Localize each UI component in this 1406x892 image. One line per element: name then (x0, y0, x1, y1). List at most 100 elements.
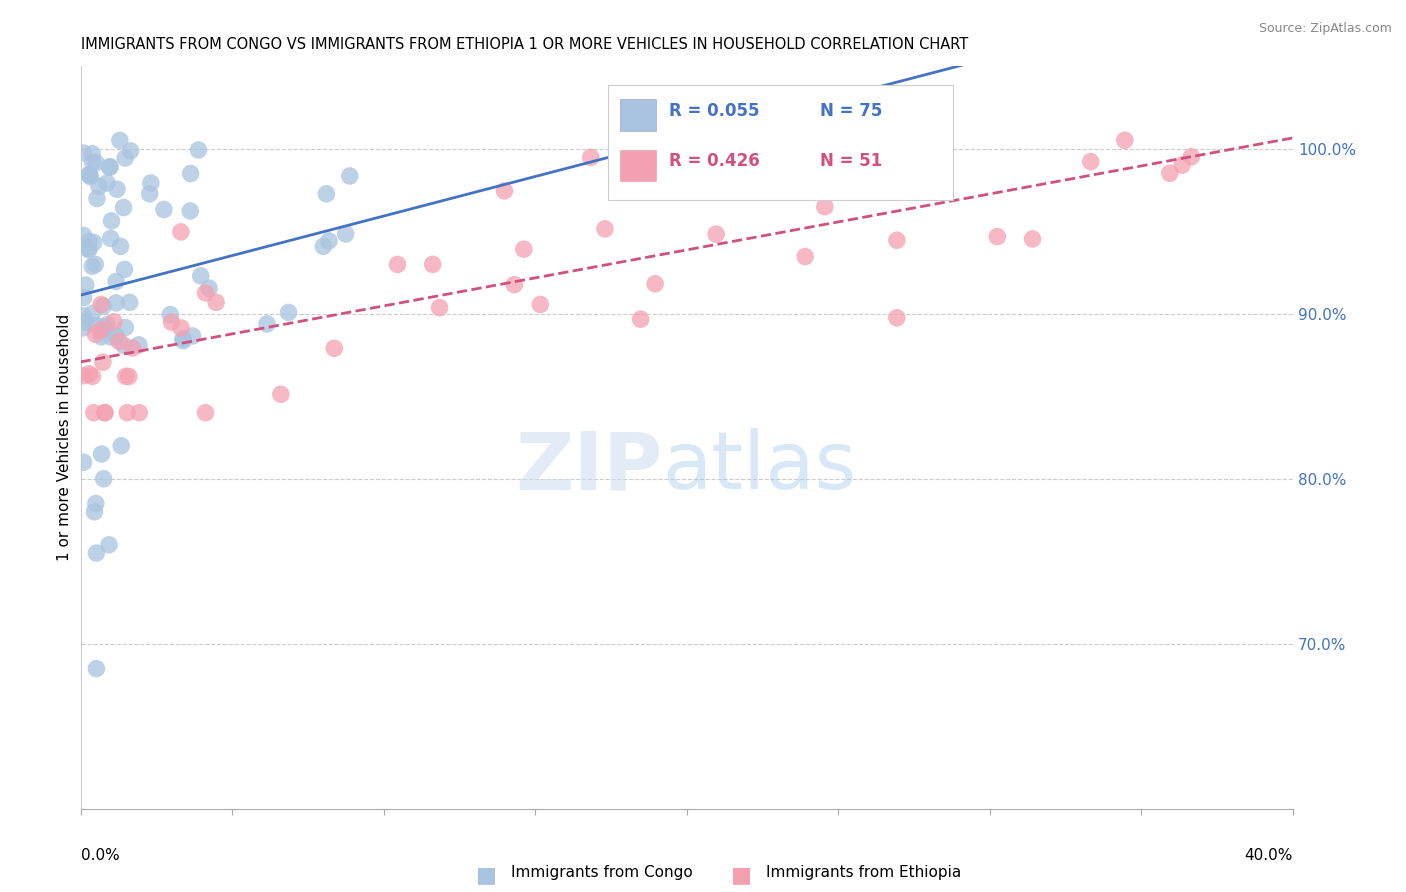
Point (422, 257, 444, 271)
Point (100, 214, 122, 228)
Point (323, 341, 346, 355)
Point (82, 369, 104, 384)
Point (172, 334, 194, 348)
Point (93, 472, 115, 486)
Point (529, 297, 551, 311)
Point (886, 233, 908, 247)
Point (86, 192, 108, 206)
Point (277, 305, 299, 319)
Point (194, 285, 217, 300)
Text: 0.0%: 0.0% (80, 848, 120, 863)
Point (114, 369, 136, 384)
Point (82, 260, 104, 274)
Point (138, 186, 160, 201)
Point (112, 338, 135, 352)
Point (103, 315, 125, 329)
Point (187, 143, 209, 157)
Point (105, 275, 128, 289)
Point (110, 439, 132, 453)
Point (84, 496, 107, 510)
Point (172, 332, 194, 346)
Point (72, 455, 94, 469)
Point (72, 321, 94, 335)
Text: ZIP: ZIP (515, 428, 662, 506)
Text: R = 0.426: R = 0.426 (669, 152, 759, 170)
Point (96, 176, 118, 190)
Point (77, 367, 100, 381)
Point (86, 662, 108, 676)
Point (661, 147, 683, 161)
Point (318, 234, 340, 248)
Text: N = 51: N = 51 (820, 152, 883, 170)
Point (170, 321, 193, 335)
Point (83, 505, 105, 519)
Point (108, 133, 131, 147)
Point (96, 318, 118, 332)
Point (110, 239, 132, 253)
Point (315, 186, 337, 201)
Point (335, 227, 357, 241)
Point (494, 184, 516, 198)
Point (86, 546, 108, 560)
Point (77, 168, 100, 182)
Point (72, 228, 94, 243)
Point (98, 160, 121, 174)
Point (100, 231, 122, 245)
Point (104, 328, 127, 343)
Point (179, 204, 201, 219)
Point (75, 315, 97, 329)
Point (84, 327, 107, 342)
Text: 40.0%: 40.0% (1244, 848, 1294, 863)
Point (117, 406, 139, 420)
Point (159, 308, 181, 322)
Point (84, 155, 107, 169)
Point (112, 201, 135, 215)
Point (503, 277, 526, 292)
Point (83, 406, 105, 420)
FancyBboxPatch shape (620, 99, 657, 130)
Point (105, 182, 128, 196)
Point (644, 277, 666, 291)
Point (93, 319, 115, 334)
Point (1171, 158, 1194, 172)
Point (256, 317, 278, 331)
Text: Immigrants from Ethiopia: Immigrants from Ethiopia (765, 864, 960, 880)
Point (814, 200, 837, 214)
Point (118, 295, 141, 310)
Point (429, 301, 451, 315)
Point (118, 369, 141, 384)
Point (128, 406, 150, 420)
Point (72, 146, 94, 161)
Point (114, 151, 136, 165)
Point (77, 243, 100, 257)
Point (153, 202, 176, 217)
Point (704, 227, 727, 242)
FancyBboxPatch shape (607, 85, 953, 200)
Point (100, 330, 122, 344)
Point (986, 229, 1008, 244)
Point (170, 225, 193, 239)
Point (1180, 150, 1202, 164)
Point (339, 169, 361, 183)
Point (94, 406, 117, 420)
Point (90, 330, 112, 344)
Point (72, 368, 94, 383)
Point (270, 387, 292, 401)
Point (387, 257, 409, 271)
Point (139, 176, 162, 190)
Point (889, 182, 911, 196)
Point (77, 241, 100, 255)
Point (75, 278, 97, 293)
Point (513, 242, 536, 256)
FancyBboxPatch shape (620, 150, 657, 181)
Text: N = 75: N = 75 (820, 102, 883, 120)
Point (190, 268, 212, 283)
Point (794, 250, 817, 264)
Point (98, 161, 121, 175)
Point (1080, 154, 1102, 169)
Point (90, 447, 112, 461)
Text: R = 0.055: R = 0.055 (669, 102, 759, 120)
Point (198, 281, 221, 295)
Point (82, 146, 104, 161)
Text: IMMIGRANTS FROM CONGO VS IMMIGRANTS FROM ETHIOPIA 1 OR MORE VEHICLES IN HOUSEHOL: IMMIGRANTS FROM CONGO VS IMMIGRANTS FROM… (80, 37, 967, 53)
